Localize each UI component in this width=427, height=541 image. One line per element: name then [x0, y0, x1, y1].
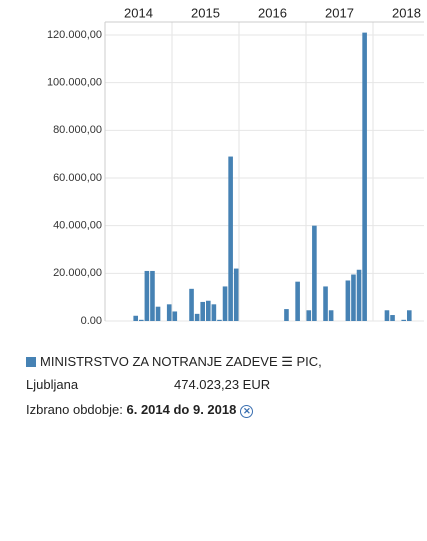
bar [384, 310, 390, 321]
year-label: 2017 [325, 5, 354, 20]
legend-amount: 474.023,23 EUR [174, 377, 271, 392]
bar [233, 268, 239, 321]
bar [351, 274, 356, 321]
y-tick-label: 120.000,00 [47, 29, 102, 41]
bar [133, 315, 139, 321]
bar [323, 286, 328, 321]
chart: 2014 2015 2016 2017 2018 0.00 20.000,00 40.000,… [47, 5, 424, 327]
bar [284, 309, 289, 321]
y-tick-label: 60.000,00 [53, 172, 102, 184]
bar [144, 270, 150, 321]
year-label: 2018 [392, 5, 421, 20]
bar [401, 319, 407, 321]
bar [306, 310, 312, 321]
y-tick-label: 0.00 [81, 315, 102, 327]
clear-button[interactable]: ✕ [240, 405, 254, 418]
y-tick-label: 20.000,00 [53, 267, 102, 279]
bar [200, 301, 206, 321]
year-label: 2014 [124, 5, 153, 20]
bar [362, 32, 367, 321]
bar [345, 280, 351, 321]
bar [406, 310, 412, 321]
bar [205, 300, 211, 321]
legend-entry: MINISTRSTVO ZA NOTRANJE ZADEVE ☰ PIC, [26, 350, 426, 373]
y-tick-label: 40.000,00 [53, 220, 102, 232]
legend-swatch [26, 357, 36, 367]
year-label: 2016 [258, 5, 287, 20]
bar [312, 225, 317, 321]
bar [172, 311, 178, 321]
bar [328, 310, 334, 321]
bar [166, 304, 172, 321]
bar [211, 304, 217, 321]
period-label: Izbrano obdobje: [26, 402, 123, 417]
bar [390, 315, 395, 321]
legend-name: MINISTRSTVO ZA NOTRANJE ZADEVE ☰ PIC, [40, 354, 322, 369]
bar [228, 156, 233, 321]
bar [194, 313, 200, 321]
bar [150, 270, 155, 321]
bar [189, 288, 194, 321]
bar [138, 319, 144, 321]
bar [356, 269, 362, 321]
bar [155, 306, 161, 321]
bar [295, 281, 300, 321]
info: MINISTRSTVO ZA NOTRANJE ZADEVE ☰ PIC, Lj… [26, 350, 426, 421]
bar [217, 319, 222, 321]
y-tick-label: 100.000,00 [47, 77, 102, 89]
legend-city: Ljubljana [26, 377, 79, 392]
year-label: 2015 [191, 5, 220, 20]
y-tick-label: 80.000,00 [53, 124, 102, 136]
bar [222, 286, 228, 321]
period: 6. 2014 do 9. 2018 [126, 402, 237, 417]
